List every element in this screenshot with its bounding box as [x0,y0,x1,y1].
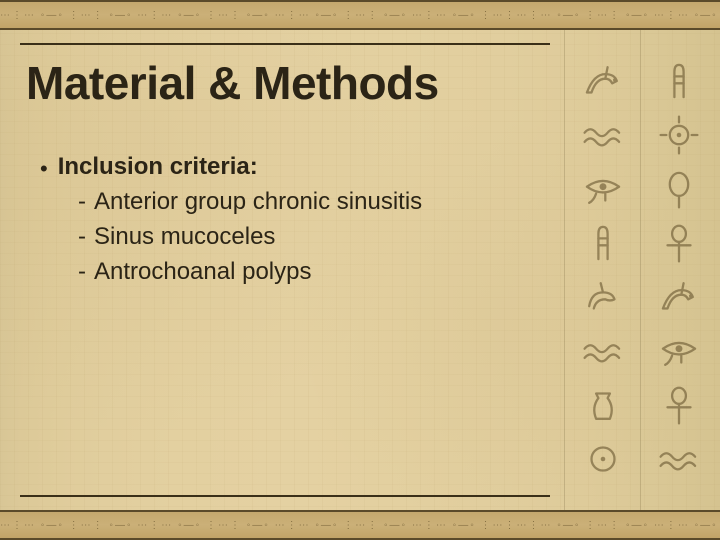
hieroglyph-icon [656,436,702,482]
list-item: - Sinus mucoceles [78,220,540,255]
hieroglyph-icon [580,112,626,158]
horizontal-rule-top [20,43,550,45]
list-item: - Antrochoanal polyps [78,255,540,290]
border-pattern [0,5,720,25]
hieroglyph-icon [580,274,626,320]
hieroglyph-icon [656,166,702,212]
list-item-text: Sinus mucoceles [94,220,275,255]
list-item: - Anterior group chronic sinusitis [78,185,540,220]
bullet-marker: • [40,150,48,185]
hieroglyph-icon [580,58,626,104]
decorative-border-bottom [0,510,720,540]
slide-content: • Inclusion criteria: - Anterior group c… [40,150,540,289]
border-pattern [0,515,720,535]
list-item-text: Anterior group chronic sinusitis [94,185,422,220]
hieroglyph-icon [656,274,702,320]
decorative-border-top [0,0,720,30]
dash-marker: - [78,255,86,290]
hieroglyph-icon [656,328,702,374]
hieroglyph-icon [656,112,702,158]
hieroglyph-icon [580,382,626,428]
hieroglyph-icon [580,166,626,212]
hieroglyph-icon [656,382,702,428]
hieroglyph-column-2 [640,30,716,510]
hieroglyph-icon [580,220,626,266]
hieroglyph-icon [580,436,626,482]
slide-title: Material & Methods [26,56,439,110]
horizontal-rule-bottom [20,495,550,497]
dash-marker: - [78,185,86,220]
hieroglyph-icon [656,220,702,266]
bullet-item: • Inclusion criteria: [40,150,540,185]
slide: Material & Methods • Inclusion criteria:… [0,0,720,540]
sub-item-list: - Anterior group chronic sinusitis - Sin… [78,185,540,289]
hieroglyph-icon [656,58,702,104]
hieroglyph-icon [580,328,626,374]
list-item-text: Antrochoanal polyps [94,255,311,290]
hieroglyph-column-1 [564,30,640,510]
bullet-label: Inclusion criteria: [58,150,258,185]
dash-marker: - [78,220,86,255]
